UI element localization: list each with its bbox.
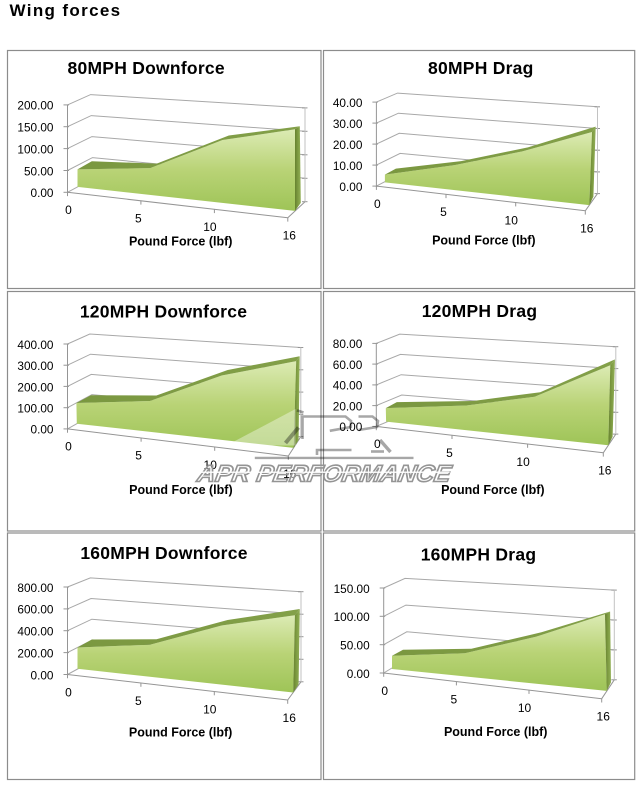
svg-text:0.00: 0.00 <box>347 667 370 681</box>
svg-text:80MPH Drag: 80MPH Drag <box>428 58 534 78</box>
svg-text:150.00: 150.00 <box>17 121 54 135</box>
svg-text:200.00: 200.00 <box>17 646 54 660</box>
svg-text:5: 5 <box>135 694 142 708</box>
svg-text:16: 16 <box>597 710 611 724</box>
svg-text:10: 10 <box>516 455 530 469</box>
svg-text:400.00: 400.00 <box>17 338 54 352</box>
svg-text:30.00: 30.00 <box>333 117 363 131</box>
svg-text:Pound Force (lbf): Pound Force (lbf) <box>441 483 544 497</box>
svg-text:16: 16 <box>283 229 297 243</box>
svg-text:120MPH Drag: 120MPH Drag <box>422 301 538 321</box>
svg-text:10: 10 <box>204 458 218 472</box>
svg-text:160MPH Downforce: 160MPH Downforce <box>80 543 247 563</box>
svg-text:Wing forces: Wing forces <box>10 1 122 20</box>
svg-text:80MPH Downforce: 80MPH Downforce <box>68 58 225 78</box>
svg-text:10: 10 <box>203 702 217 716</box>
svg-text:0.00: 0.00 <box>31 668 54 682</box>
svg-text:10.00: 10.00 <box>333 159 363 173</box>
svg-text:0: 0 <box>381 684 388 698</box>
svg-text:200.00: 200.00 <box>17 380 54 394</box>
svg-text:0: 0 <box>65 685 72 699</box>
svg-text:160MPH Drag: 160MPH Drag <box>421 544 537 564</box>
svg-text:0: 0 <box>65 440 72 454</box>
svg-text:20.00: 20.00 <box>333 138 363 152</box>
svg-text:400.00: 400.00 <box>17 625 54 639</box>
svg-text:5: 5 <box>135 449 142 463</box>
svg-text:16: 16 <box>580 222 594 236</box>
svg-text:Pound Force (lbf): Pound Force (lbf) <box>444 725 547 739</box>
svg-text:Pound Force (lbf): Pound Force (lbf) <box>129 483 232 497</box>
svg-text:5: 5 <box>451 692 458 706</box>
svg-text:Pound Force (lbf): Pound Force (lbf) <box>129 235 232 249</box>
svg-text:200.00: 200.00 <box>17 99 54 113</box>
svg-text:20.00: 20.00 <box>333 399 363 413</box>
svg-text:16: 16 <box>283 467 297 481</box>
svg-text:16: 16 <box>598 464 612 478</box>
svg-text:Pound Force (lbf): Pound Force (lbf) <box>432 234 535 248</box>
svg-text:Pound Force (lbf): Pound Force (lbf) <box>129 725 232 739</box>
svg-text:10: 10 <box>203 220 217 234</box>
svg-text:0.00: 0.00 <box>31 423 54 437</box>
svg-text:50.00: 50.00 <box>24 164 54 178</box>
svg-text:10: 10 <box>518 701 532 715</box>
svg-text:40.00: 40.00 <box>333 379 363 393</box>
svg-text:10: 10 <box>505 213 519 227</box>
svg-text:100.00: 100.00 <box>17 142 54 156</box>
svg-text:5: 5 <box>440 205 447 219</box>
svg-text:50.00: 50.00 <box>340 639 370 653</box>
svg-text:5: 5 <box>446 446 453 460</box>
svg-text:120MPH Downforce: 120MPH Downforce <box>80 301 247 321</box>
svg-text:800.00: 800.00 <box>17 581 54 595</box>
svg-text:80.00: 80.00 <box>333 337 363 351</box>
svg-text:16: 16 <box>283 711 297 725</box>
svg-text:40.00: 40.00 <box>333 96 363 110</box>
svg-text:300.00: 300.00 <box>17 359 54 373</box>
svg-text:0: 0 <box>65 203 72 217</box>
svg-text:0.00: 0.00 <box>31 186 54 200</box>
svg-text:0: 0 <box>374 437 381 451</box>
svg-text:APR PERFORMANCE: APR PERFORMANCE <box>194 462 454 488</box>
svg-text:600.00: 600.00 <box>17 603 54 617</box>
svg-text:100.00: 100.00 <box>17 402 54 416</box>
svg-text:0: 0 <box>374 197 381 211</box>
svg-text:100.00: 100.00 <box>334 610 371 624</box>
svg-text:5: 5 <box>135 212 142 226</box>
svg-text:150.00: 150.00 <box>334 582 371 596</box>
svg-text:0.00: 0.00 <box>339 180 362 194</box>
svg-text:60.00: 60.00 <box>333 358 363 372</box>
